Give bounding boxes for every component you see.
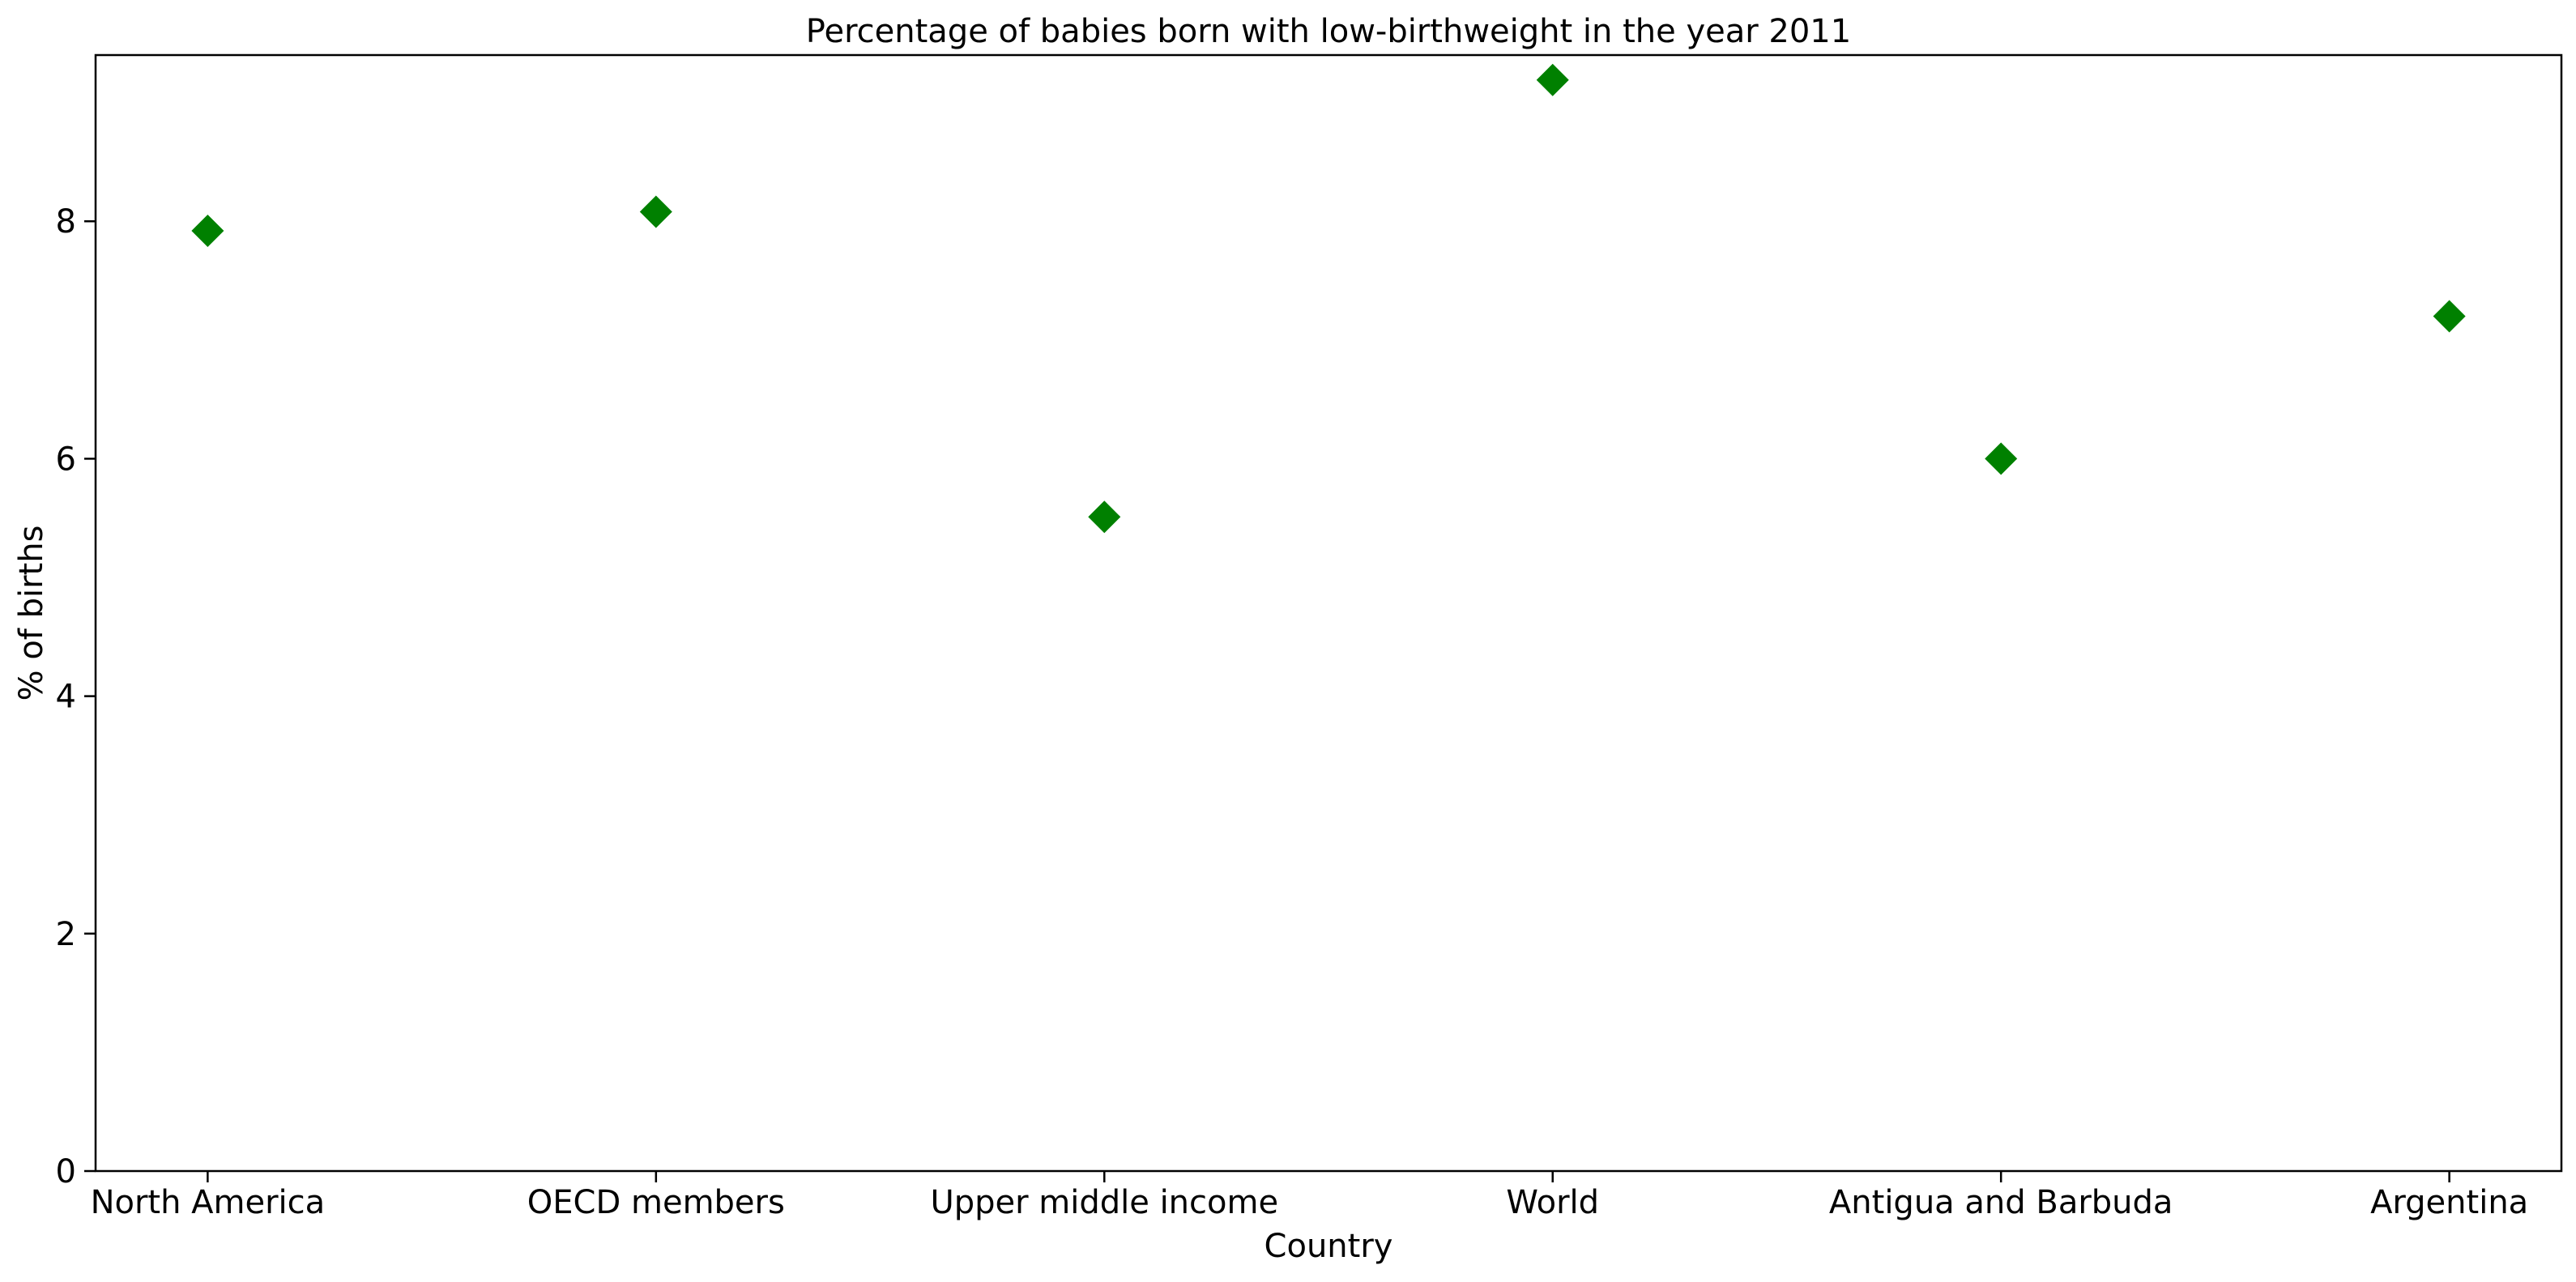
y-tick-label: 8 (56, 203, 76, 241)
x-axis-ticks: North America OECD members Upper middle in… (91, 1171, 2528, 1221)
data-points (191, 63, 2466, 534)
x-tick-label: North America (91, 1184, 326, 1221)
chart-title: Percentage of babies born with low-birth… (806, 13, 1851, 50)
plot-area-frame (94, 53, 2563, 1173)
y-axis-label: % of births (13, 526, 50, 701)
y-tick-label: 4 (56, 679, 76, 716)
x-tick-label: OECD members (527, 1184, 785, 1221)
y-tick-label: 0 (56, 1153, 76, 1190)
x-tick-label: Upper middle income (930, 1184, 1278, 1221)
x-tick-label: Antigua and Barbuda (1829, 1184, 2173, 1221)
data-point-marker (2433, 300, 2466, 333)
data-point-marker (1985, 442, 2018, 475)
y-axis-ticks: 0 2 4 6 8 (56, 203, 96, 1190)
y-tick-label: 6 (56, 441, 76, 478)
x-axis-label: Country (1265, 1228, 1393, 1265)
y-tick-label: 2 (56, 916, 76, 953)
data-point-marker (639, 195, 672, 228)
data-point-marker (1536, 63, 1569, 96)
data-point-marker (1088, 500, 1121, 534)
x-tick-label: World (1506, 1184, 1599, 1221)
x-tick-label: Argentina (2370, 1184, 2528, 1221)
data-point-marker (191, 214, 224, 247)
